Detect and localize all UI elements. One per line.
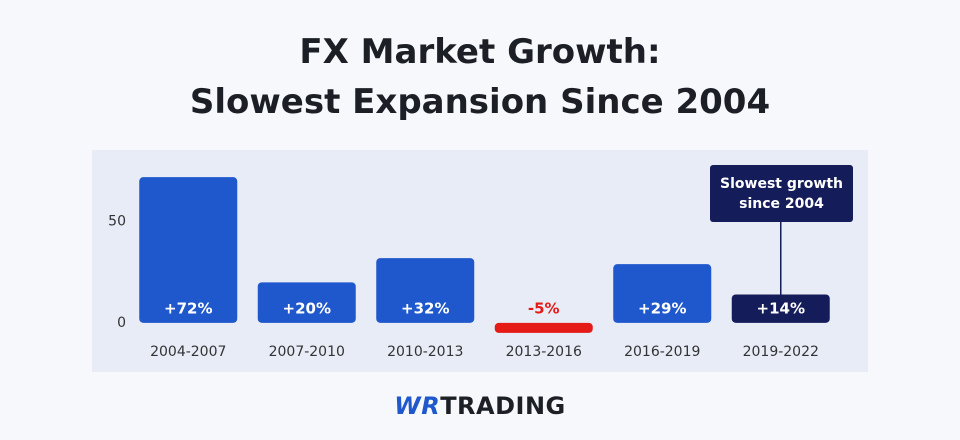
chart-subtitle: Slowest Expansion Since 2004 (189, 82, 771, 122)
value-label: +14% (757, 299, 805, 317)
bar (139, 177, 238, 323)
bar (731, 294, 830, 323)
value-label: +32% (401, 299, 449, 317)
bar (257, 282, 356, 323)
logo: WRTRADING (0, 392, 960, 420)
x-tick-label: 2007-2010 (269, 344, 345, 360)
x-tick-label: 2004-2007 (150, 344, 226, 360)
annotation: Slowest growth since 2004 (710, 165, 853, 222)
value-label: -5% (528, 299, 560, 317)
value-label: +29% (638, 299, 686, 317)
y-tick-label: 0 (117, 315, 126, 331)
bar (494, 322, 593, 333)
x-tick-label: 2019-2022 (743, 344, 819, 360)
bar (376, 258, 475, 323)
chart-title: FX Market Growth: (299, 32, 661, 72)
x-tick-label: 2010-2013 (387, 344, 463, 360)
x-tick-label: 2013-2016 (506, 344, 582, 360)
logo-name: TRADING (440, 392, 566, 420)
bar (613, 264, 712, 323)
value-label: +72% (164, 299, 212, 317)
y-tick-label: 50 (108, 214, 126, 230)
value-label: +20% (283, 299, 331, 317)
logo-mark: WR (394, 392, 441, 420)
x-tick-label: 2016-2019 (624, 344, 700, 360)
